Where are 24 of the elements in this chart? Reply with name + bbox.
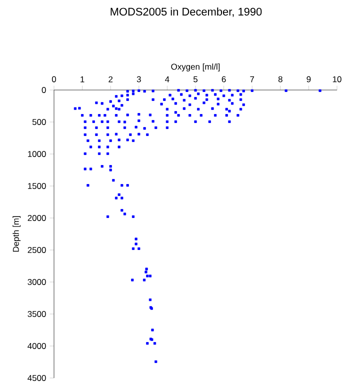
x-tick-label: 3 [136,76,141,82]
x-axis-title: Oxygen [ml/l] [171,63,220,72]
x-tick-label: 6 [222,76,226,82]
x-tick-label: 9 [306,76,311,82]
y-tick-label: 500 [32,119,46,125]
y-tick-label: 3500 [28,311,46,317]
y-tick-label: 4000 [28,343,46,349]
x-tick-label: 0 [52,76,56,82]
y-tick-label: 1000 [28,151,46,157]
x-tick-label: 5 [193,76,198,82]
y-tick-label: 4500 [28,375,46,381]
x-tick-label: 10 [332,76,342,82]
y-axis-title: Depth [m] [12,216,21,252]
chart-title: MODS2005 in December, 1990 [110,8,262,17]
x-tick-label: 2 [108,76,113,82]
x-tick-label: 1 [80,76,84,82]
y-tick-label: 2000 [28,215,46,221]
y-tick-label: 3000 [28,279,46,285]
x-tick-label: 4 [165,76,170,82]
x-tick-label: 8 [278,76,282,82]
y-tick-label: 2500 [28,247,46,253]
y-tick-label: 0 [42,87,46,93]
x-tick-label: 7 [250,76,254,82]
y-tick-label: 1500 [28,183,46,189]
